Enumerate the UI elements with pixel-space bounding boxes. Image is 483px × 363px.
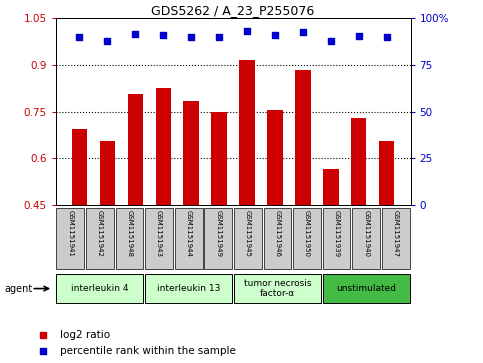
Point [245, 117, 253, 123]
Title: GDS5262 / A_23_P255076: GDS5262 / A_23_P255076 [152, 4, 314, 17]
Bar [175, 208, 202, 269]
Point [271, 32, 279, 38]
Bar [99, 141, 115, 205]
Text: GSM1151940: GSM1151940 [363, 210, 369, 257]
Point [355, 33, 363, 39]
Bar [128, 94, 143, 205]
Text: interleukin 13: interleukin 13 [157, 284, 220, 293]
Text: log2 ratio: log2 ratio [60, 330, 110, 340]
Text: GSM1151949: GSM1151949 [215, 210, 221, 257]
Bar [57, 208, 84, 269]
Bar [71, 129, 87, 205]
Bar [382, 208, 410, 269]
Point [245, 266, 253, 272]
Bar [86, 208, 114, 269]
Bar [264, 208, 291, 269]
Bar [295, 70, 311, 205]
Point [383, 34, 391, 40]
Text: GSM1151950: GSM1151950 [304, 210, 310, 257]
Bar [156, 88, 171, 205]
Point [187, 34, 195, 40]
Text: tumor necrosis
factor-α: tumor necrosis factor-α [243, 279, 311, 298]
Bar [267, 110, 283, 205]
Point [327, 38, 335, 44]
Bar [240, 60, 255, 205]
Bar [293, 208, 321, 269]
Point [243, 28, 251, 34]
Text: GSM1151946: GSM1151946 [274, 210, 281, 257]
Text: interleukin 4: interleukin 4 [71, 284, 128, 293]
Bar [234, 274, 321, 303]
Point [159, 32, 167, 38]
Text: GSM1151942: GSM1151942 [97, 210, 103, 257]
Bar [352, 208, 380, 269]
Bar [323, 208, 351, 269]
Bar [323, 169, 339, 205]
Point [75, 34, 83, 40]
Bar [212, 112, 227, 205]
Bar [145, 208, 173, 269]
Point [299, 29, 307, 35]
Bar [323, 274, 410, 303]
Point [131, 31, 139, 37]
Text: percentile rank within the sample: percentile rank within the sample [60, 346, 236, 356]
Bar [351, 118, 367, 205]
Bar [115, 208, 143, 269]
Text: agent: agent [5, 284, 33, 294]
Bar [184, 101, 199, 205]
Bar [234, 208, 262, 269]
Text: GSM1151948: GSM1151948 [127, 210, 132, 257]
Bar [57, 274, 143, 303]
Bar [204, 208, 232, 269]
Text: GSM1151947: GSM1151947 [393, 210, 399, 257]
Text: GSM1151943: GSM1151943 [156, 210, 162, 257]
Bar [145, 274, 232, 303]
Text: GSM1151939: GSM1151939 [334, 210, 340, 257]
Point [103, 38, 111, 44]
Bar [379, 141, 395, 205]
Text: GSM1151941: GSM1151941 [67, 210, 73, 257]
Text: GSM1151944: GSM1151944 [185, 210, 192, 257]
Text: unstimulated: unstimulated [336, 284, 396, 293]
Text: GSM1151945: GSM1151945 [245, 210, 251, 257]
Point [215, 34, 223, 40]
